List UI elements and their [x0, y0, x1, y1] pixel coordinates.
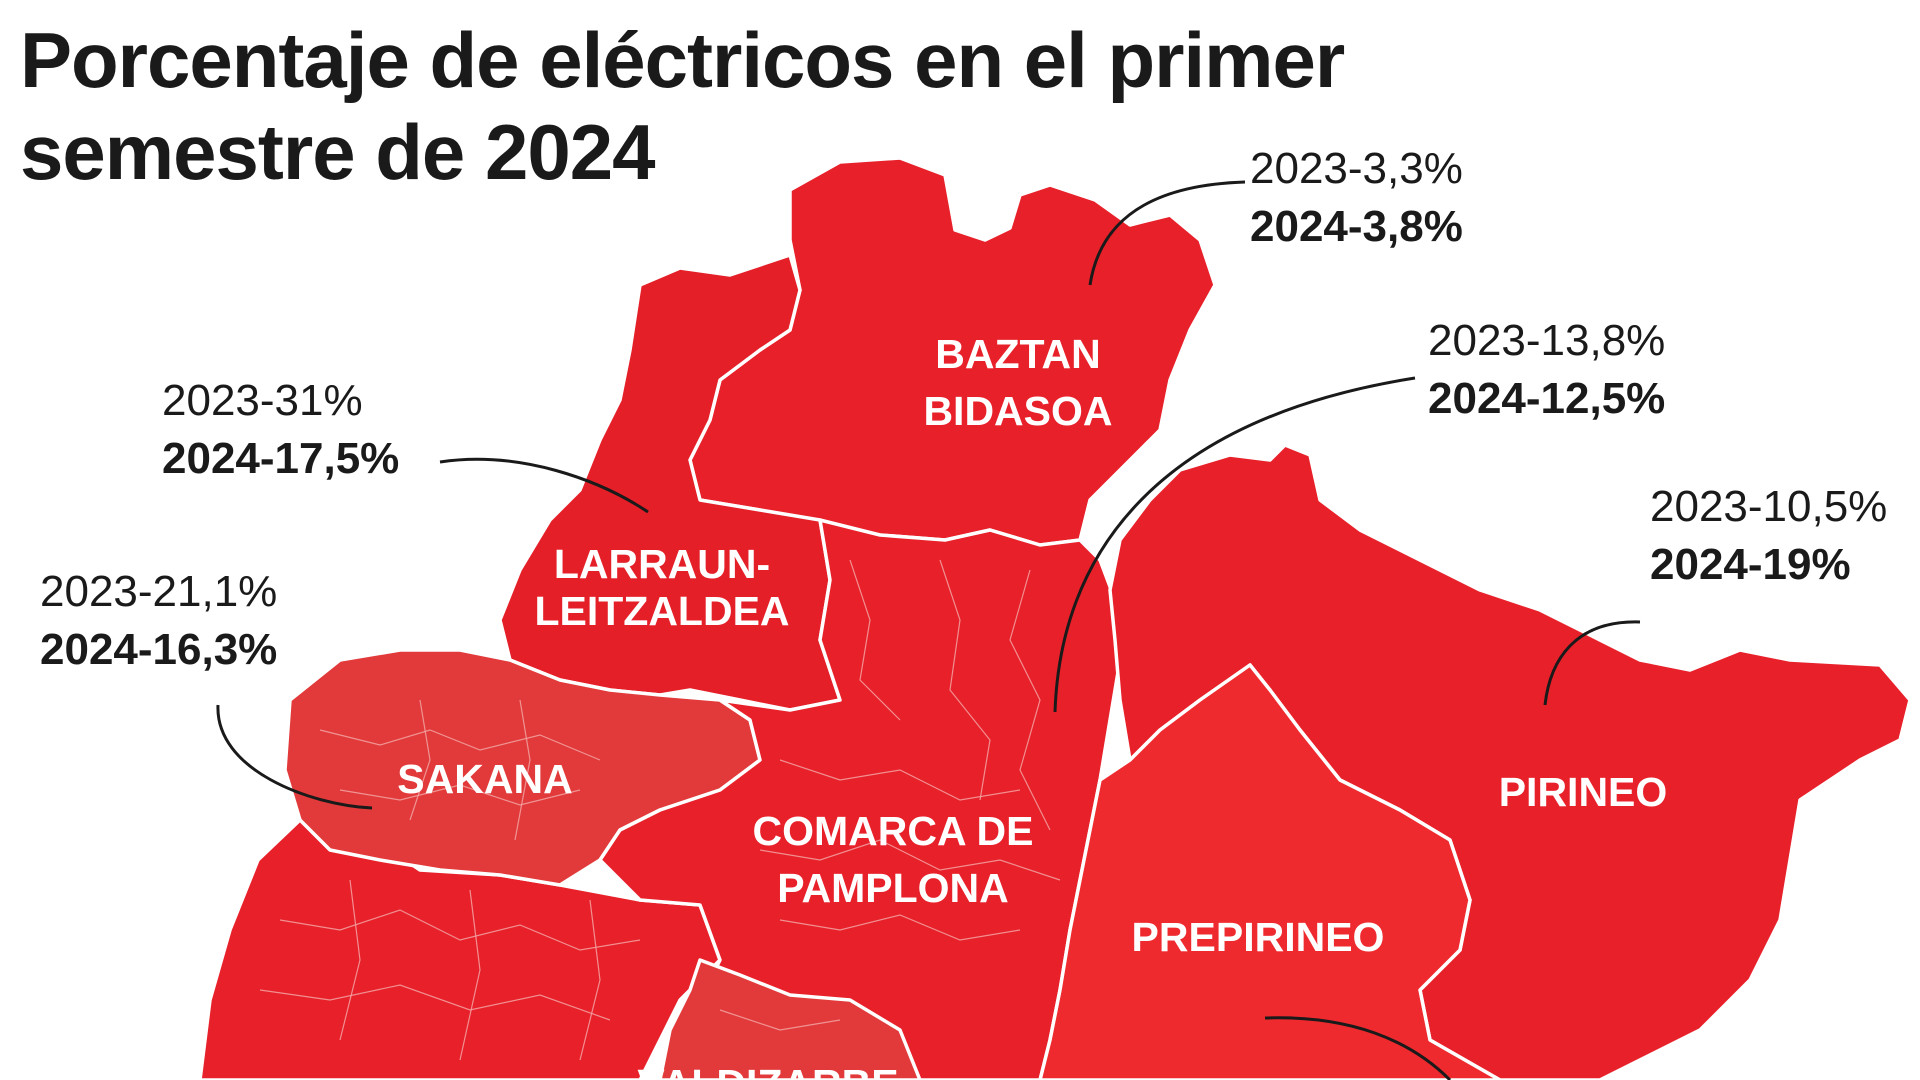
stat-pirineo-2024: 2024-19%	[1650, 540, 1851, 589]
stat-larraun-2024: 2024-17,5%	[162, 434, 400, 483]
stat-baztan-2023: 2023-3,3%	[1250, 144, 1463, 193]
leader-line-prepirineo	[1264, 1016, 1452, 1080]
municipality-borders	[259, 559, 1061, 1061]
stat-baztan: 2023-3,3% 2024-3,8%	[1250, 140, 1463, 256]
label-larraun-line1: LARRAUN-	[554, 541, 770, 587]
label-sakana: SAKANA	[397, 756, 572, 802]
label-valdizarbe: VALDIZARBE	[637, 1061, 898, 1080]
stat-larraun-2023: 2023-31%	[162, 376, 363, 425]
label-baztan-line2: BIDASOA	[923, 388, 1112, 434]
label-larraun-line2: LEITZALDEA	[534, 588, 789, 634]
label-prepirineo: PREPIRINEO	[1132, 914, 1385, 960]
label-pirineo: PIRINEO	[1499, 769, 1668, 815]
region-valdizarbe	[658, 958, 922, 1080]
stat-pamplona-2023: 2023-13,8%	[1428, 316, 1666, 365]
leader-line-larraun	[439, 457, 649, 514]
leader-line-pamplona	[1053, 376, 1416, 713]
leader-line-baztan	[1088, 180, 1246, 286]
region-prepirineo	[1038, 663, 1502, 1080]
stat-sakana-2023: 2023-21,1%	[40, 567, 278, 616]
leader-line-sakana	[216, 704, 373, 810]
stat-pamplona: 2023-13,8% 2024-12,5%	[1428, 312, 1665, 428]
region-comarca-de-pamplona	[598, 518, 1122, 1080]
leader-line-pirineo	[1543, 620, 1641, 706]
stat-larraun: 2023-31% 2024-17,5%	[162, 372, 399, 488]
label-pamplona-line1: COMARCA DE	[753, 808, 1034, 854]
map-title: Porcentaje de eléctricos en el primer se…	[20, 16, 1345, 196]
stat-baztan-2024: 2024-3,8%	[1250, 202, 1463, 251]
label-baztan-line1: BAZTAN	[935, 331, 1100, 377]
stat-pamplona-2024: 2024-12,5%	[1428, 374, 1666, 423]
stat-sakana-2024: 2024-16,3%	[40, 625, 278, 674]
stat-pirineo-2023: 2023-10,5%	[1650, 482, 1888, 531]
stat-pirineo: 2023-10,5% 2024-19%	[1650, 478, 1887, 594]
stat-sakana: 2023-21,1% 2024-16,3%	[40, 563, 277, 679]
label-pamplona-line2: PAMPLONA	[777, 865, 1009, 911]
